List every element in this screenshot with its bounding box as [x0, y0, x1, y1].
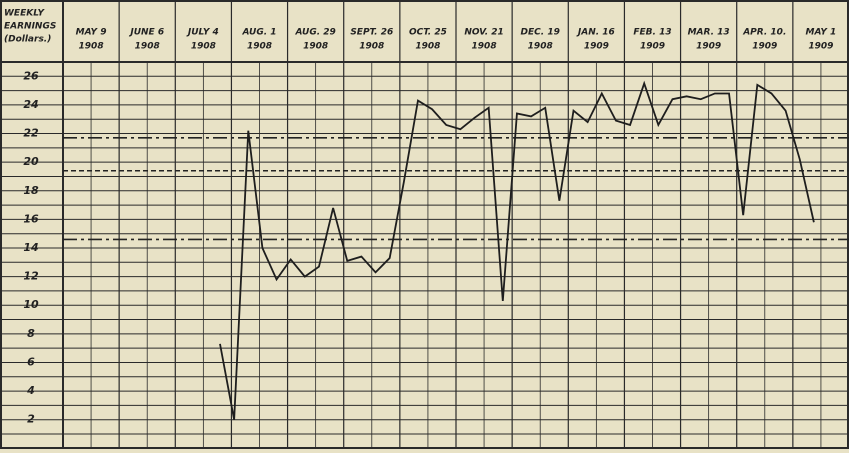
column-year: 1908 — [191, 42, 216, 52]
y-tick-label: 10 — [23, 298, 39, 311]
y-tick-label: 14 — [23, 241, 38, 254]
y-tick-label: 2 — [27, 413, 35, 426]
y-tick-label: 24 — [23, 98, 38, 111]
column-date: APR. 10. — [742, 28, 786, 38]
column-year: 1909 — [696, 42, 721, 52]
column-date: FEB. 13 — [633, 28, 671, 38]
column-date: NOV. 21 — [464, 28, 504, 38]
column-date: JULY 4 — [186, 28, 219, 38]
column-date: SEPT. 26 — [350, 28, 393, 38]
column-date: DEC. 19 — [521, 28, 560, 38]
column-date: OCT. 25 — [409, 28, 447, 38]
column-date: JAN. 16 — [576, 28, 615, 38]
column-year: 1909 — [584, 42, 609, 52]
column-date: JUNE 6 — [128, 28, 164, 38]
y-tick-label: 20 — [23, 155, 39, 168]
column-year: 1909 — [752, 42, 777, 52]
y-tick-label: 26 — [23, 69, 39, 82]
column-year: 1908 — [247, 42, 272, 52]
y-axis-label: EARNINGS — [4, 22, 56, 32]
column-year: 1908 — [415, 42, 440, 52]
y-axis-label: (Dollars.) — [4, 35, 51, 45]
column-date: MAR. 13 — [688, 28, 730, 38]
y-tick-label: 6 — [27, 355, 35, 368]
column-year: 1908 — [79, 42, 104, 52]
column-year: 1908 — [303, 42, 328, 52]
column-date: AUG. 1 — [241, 28, 276, 38]
y-tick-label: 18 — [23, 184, 39, 197]
earnings-line — [219, 80, 815, 420]
y-tick-label: 4 — [26, 384, 35, 397]
column-date: MAY 9 — [76, 28, 107, 38]
column-year: 1908 — [528, 42, 553, 52]
y-axis-label: WEEKLY — [4, 9, 46, 19]
y-tick-label: 22 — [23, 127, 39, 140]
column-year: 1908 — [359, 42, 384, 52]
y-tick-label: 12 — [23, 270, 39, 283]
column-year: 1908 — [135, 42, 160, 52]
column-year: 1909 — [640, 42, 665, 52]
column-date: AUG. 29 — [294, 28, 335, 38]
column-year: 1908 — [472, 42, 497, 52]
y-tick-label: 8 — [27, 327, 35, 340]
column-year: 1909 — [808, 42, 833, 52]
column-date: MAY 1 — [806, 28, 837, 38]
y-tick-label: 16 — [23, 212, 39, 225]
